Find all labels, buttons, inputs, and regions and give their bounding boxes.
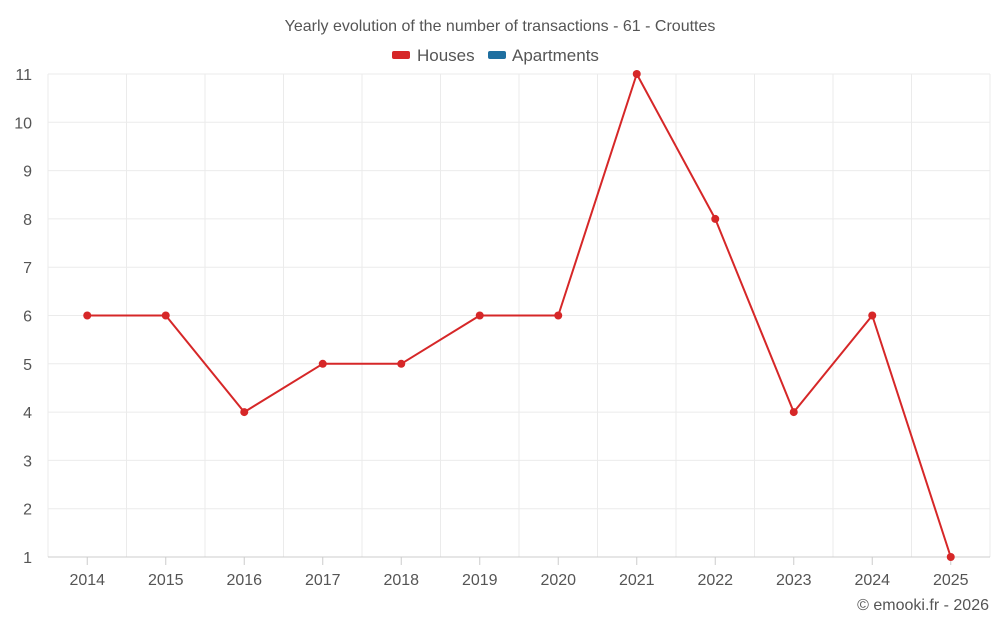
legend-item-houses[interactable]: Houses xyxy=(392,46,475,65)
data-point[interactable] xyxy=(946,553,955,561)
data-point[interactable] xyxy=(397,359,406,368)
x-tick-label: 2019 xyxy=(462,572,498,589)
x-tick-label: 2021 xyxy=(619,572,655,589)
data-point[interactable] xyxy=(789,408,798,417)
series-houses xyxy=(83,70,955,561)
legend-label-houses: Houses xyxy=(417,46,475,65)
data-point[interactable] xyxy=(475,311,484,320)
x-tick-label: 2017 xyxy=(305,572,341,589)
data-point[interactable] xyxy=(711,214,720,223)
legend-swatch-houses xyxy=(392,51,410,59)
y-tick-label: 7 xyxy=(23,260,32,277)
x-tick-label: 2022 xyxy=(697,572,733,589)
x-tick-label: 2016 xyxy=(226,572,262,589)
y-tick-label: 4 xyxy=(23,405,32,422)
y-tick-label: 3 xyxy=(23,453,32,470)
y-tick-label: 6 xyxy=(23,309,32,326)
legend-label-apartments: Apartments xyxy=(512,46,599,65)
legend: Houses Apartments xyxy=(392,46,599,65)
legend-swatch-apartments xyxy=(488,51,506,59)
x-tick-label: 2024 xyxy=(854,572,890,589)
data-point[interactable] xyxy=(554,311,563,320)
y-tick-label: 11 xyxy=(15,67,32,84)
series-line-houses xyxy=(87,73,952,558)
data-point[interactable] xyxy=(632,70,641,78)
grid xyxy=(47,73,991,557)
x-tick-label: 2025 xyxy=(933,572,969,589)
x-axis: 2014 2015 2016 2017 2018 2019 2020 2021 2022 2023… xyxy=(48,556,990,589)
data-point[interactable] xyxy=(83,311,92,320)
data-point[interactable] xyxy=(161,311,170,320)
credit-text: © emooki.fr - 2026 xyxy=(857,597,989,614)
data-point[interactable] xyxy=(868,311,877,320)
x-tick-label: 2018 xyxy=(383,572,419,589)
y-tick-label: 5 xyxy=(23,357,32,374)
y-tick-label: 2 xyxy=(23,502,32,519)
x-tick-label: 2015 xyxy=(148,572,184,589)
chart-title: Yearly evolution of the number of transa… xyxy=(285,18,716,35)
x-tick-label: 2014 xyxy=(69,572,105,589)
legend-item-apartments[interactable]: Apartments xyxy=(488,46,599,65)
y-tick-label: 8 xyxy=(23,212,32,229)
y-tick-label: 1 xyxy=(23,550,32,567)
y-axis: 1 2 3 4 5 6 7 8 9 10 11 xyxy=(14,67,32,567)
y-tick-label: 10 xyxy=(14,115,32,132)
y-tick-label: 9 xyxy=(23,164,32,181)
x-tick-label: 2020 xyxy=(540,572,576,589)
data-point[interactable] xyxy=(240,408,249,417)
data-point[interactable] xyxy=(318,359,327,368)
x-tick-label: 2023 xyxy=(776,572,812,589)
